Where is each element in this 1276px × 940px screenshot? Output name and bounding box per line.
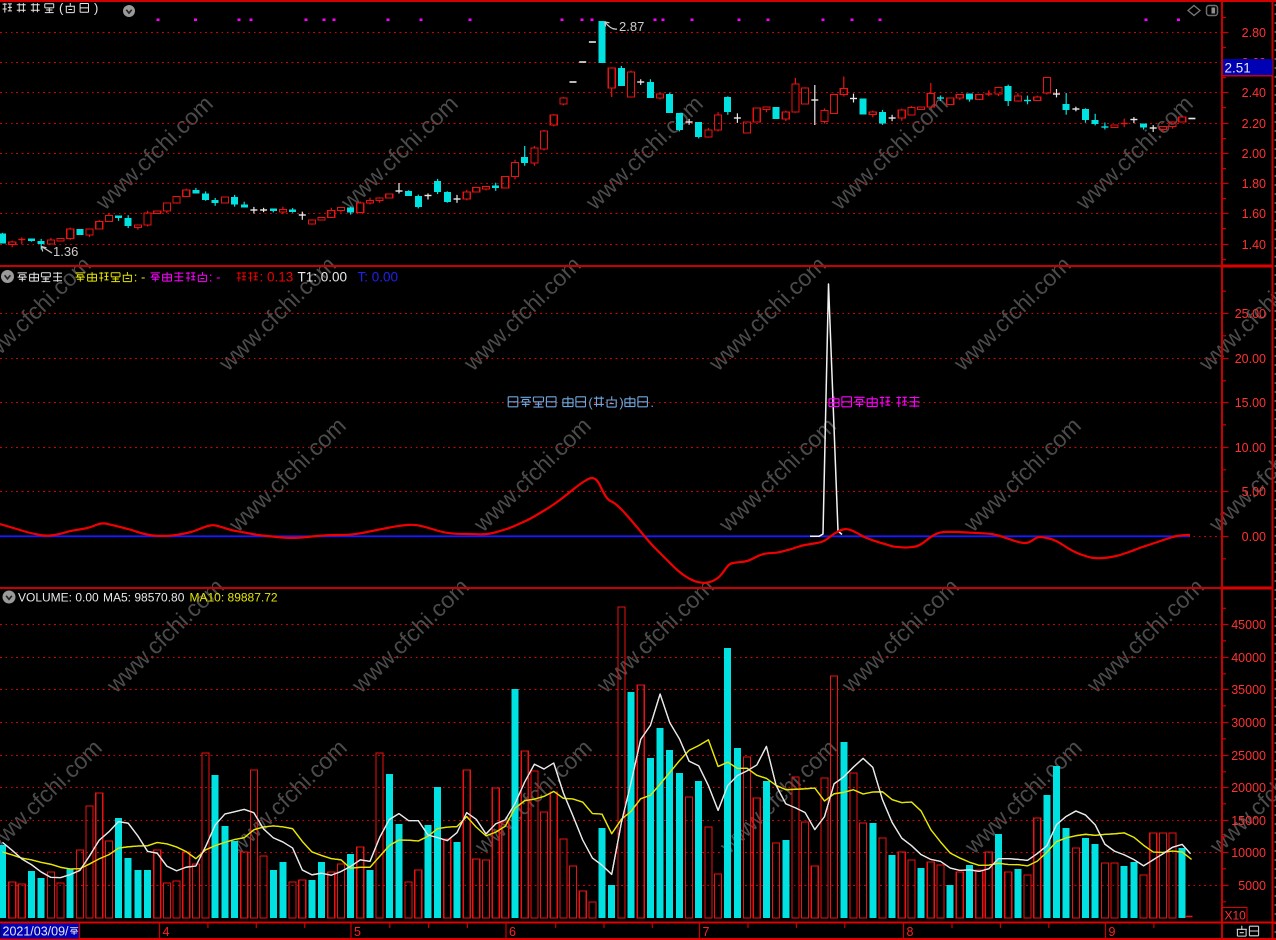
svg-text:15.00: 15.00 <box>1235 396 1266 410</box>
svg-text:): ) <box>619 395 623 410</box>
svg-text:(: ( <box>588 395 593 410</box>
svg-text:(: ( <box>59 1 64 16</box>
svg-text:8: 8 <box>907 925 914 939</box>
svg-text:40000: 40000 <box>1231 651 1266 665</box>
svg-text:25.00: 25.00 <box>1235 307 1266 321</box>
svg-text:15000: 15000 <box>1231 814 1266 828</box>
svg-text:T1: 0.00: T1: 0.00 <box>298 270 348 285</box>
svg-text:45000: 45000 <box>1231 618 1266 632</box>
svg-text:9: 9 <box>1109 925 1116 939</box>
svg-text:2.00: 2.00 <box>1242 147 1266 161</box>
svg-text:4: 4 <box>163 925 170 939</box>
svg-text:2.87: 2.87 <box>619 19 644 34</box>
svg-text:.: . <box>650 395 654 410</box>
svg-text:1.80: 1.80 <box>1242 177 1266 191</box>
svg-text:: -: : - <box>134 270 146 285</box>
svg-text:2.40: 2.40 <box>1242 86 1266 100</box>
svg-text:MA10: 89887.72: MA10: 89887.72 <box>190 591 278 605</box>
svg-text:T: 0.00: T: 0.00 <box>358 270 399 285</box>
svg-text:1.60: 1.60 <box>1242 207 1266 221</box>
svg-text:5000: 5000 <box>1238 879 1266 893</box>
svg-text:0.00: 0.00 <box>1242 530 1266 544</box>
svg-text:20.00: 20.00 <box>1235 352 1266 366</box>
svg-text:: -: : - <box>209 270 221 285</box>
svg-text:20000: 20000 <box>1231 781 1266 795</box>
svg-text:X10: X10 <box>1225 909 1247 923</box>
svg-text:: 0.13: : 0.13 <box>260 270 294 285</box>
svg-text:1.40: 1.40 <box>1242 238 1266 252</box>
svg-text:35000: 35000 <box>1231 683 1266 697</box>
svg-text:2.80: 2.80 <box>1242 26 1266 40</box>
svg-text:5.00: 5.00 <box>1242 485 1266 499</box>
svg-text:VOLUME: 0.00: VOLUME: 0.00 <box>18 591 99 605</box>
svg-text:2021/03/09/: 2021/03/09/ <box>3 925 70 939</box>
svg-text:25000: 25000 <box>1231 749 1266 763</box>
svg-text:MA5: 98570.80: MA5: 98570.80 <box>103 591 185 605</box>
svg-text:): ) <box>94 1 98 16</box>
svg-text:7: 7 <box>703 925 710 939</box>
svg-text:30000: 30000 <box>1231 716 1266 730</box>
svg-text:10.00: 10.00 <box>1235 441 1266 455</box>
svg-text:5: 5 <box>354 925 361 939</box>
svg-text:10000: 10000 <box>1231 846 1266 860</box>
svg-text:2.51: 2.51 <box>1225 61 1251 76</box>
svg-text:1.36: 1.36 <box>53 244 78 259</box>
svg-text:2.20: 2.20 <box>1242 117 1266 131</box>
svg-text:6: 6 <box>509 925 516 939</box>
